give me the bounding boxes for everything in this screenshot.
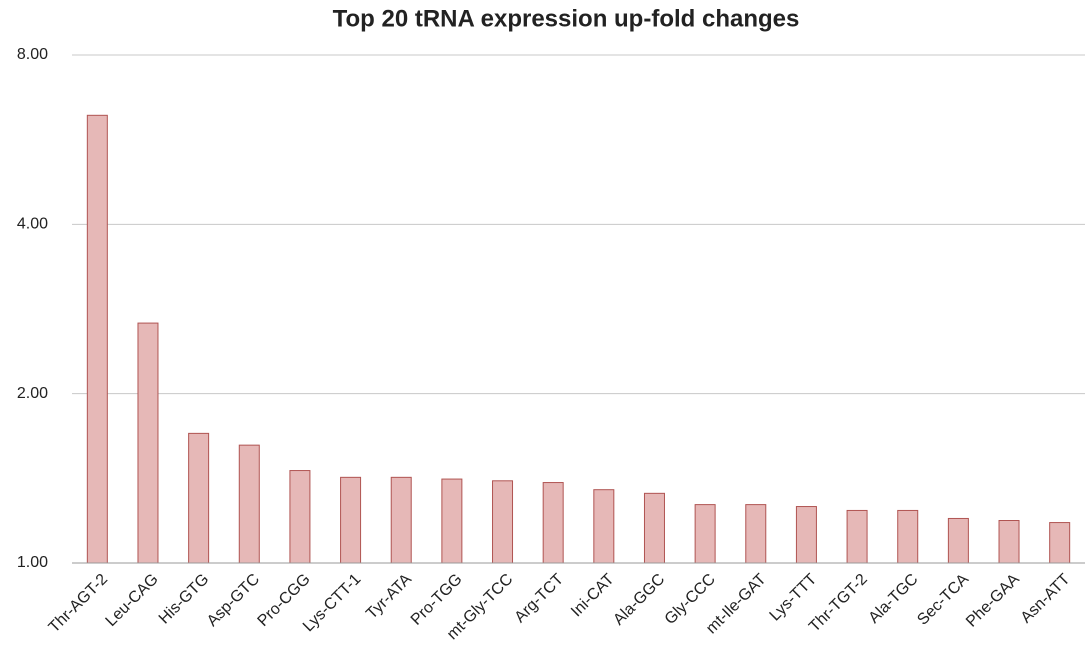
bar	[137, 322, 159, 564]
bar	[897, 509, 919, 564]
x-tick-label: Asp-GTC	[204, 571, 263, 630]
y-tick-label: 1.00	[17, 554, 48, 571]
bar	[86, 114, 108, 564]
bar	[795, 506, 817, 564]
bar	[492, 480, 514, 564]
bar	[593, 489, 615, 564]
x-tick-label: Ini-CAT	[568, 571, 618, 621]
bar	[390, 476, 412, 564]
bar	[188, 432, 210, 564]
x-tick-label: Phe-GAA	[963, 571, 1023, 631]
x-tick-label: Thr-AGT-2	[46, 571, 112, 637]
x-tick-label: Ala-TGC	[866, 571, 922, 627]
bar	[947, 517, 969, 564]
x-tick-label: Leu-CAG	[103, 571, 162, 630]
y-tick-label: 2.00	[17, 385, 48, 402]
x-tick-label: Arg-TCT	[512, 571, 568, 627]
y-tick-label: 8.00	[17, 46, 48, 63]
bar	[542, 482, 564, 564]
bar	[238, 444, 260, 564]
bar	[289, 470, 311, 564]
y-tick-label: 4.00	[17, 216, 48, 233]
bar	[846, 509, 868, 564]
chart-title: Top 20 tRNA expression up-fold changes	[333, 5, 800, 32]
bar	[745, 504, 767, 564]
bar	[998, 520, 1020, 564]
bar	[694, 504, 716, 564]
bar	[643, 492, 665, 564]
bar	[441, 478, 463, 564]
x-tick-label: Asn-ATT	[1018, 571, 1074, 627]
bar	[340, 476, 362, 564]
bar	[1049, 522, 1071, 564]
x-tick-label: Ala-GGC	[610, 571, 668, 629]
x-tick-label: Tyr-ATA	[363, 571, 415, 623]
